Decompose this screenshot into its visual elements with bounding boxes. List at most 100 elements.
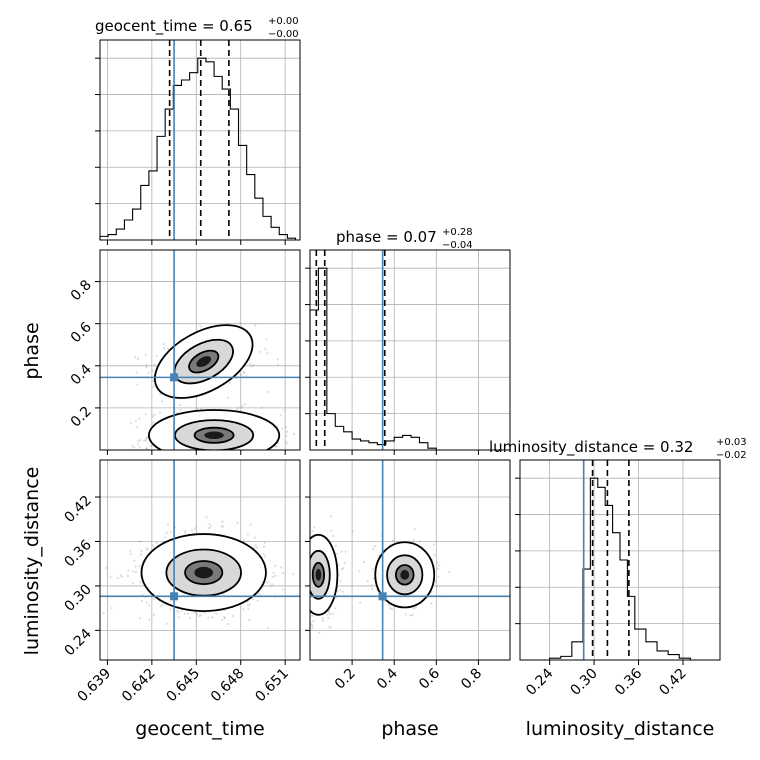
sample-point xyxy=(133,446,136,449)
sample-point xyxy=(221,520,224,523)
sample-point xyxy=(332,534,335,538)
sample-point xyxy=(307,519,309,521)
sample-point xyxy=(251,597,255,600)
histogram-luminosity_distance xyxy=(549,477,702,661)
sample-point xyxy=(438,564,441,567)
sample-point xyxy=(139,553,143,556)
sample-point xyxy=(183,612,186,615)
title-phase-prefix: phase = xyxy=(336,228,403,246)
hist-bin xyxy=(419,443,427,450)
x-tick-label: 0.4 xyxy=(374,665,401,692)
y-tick-label: 0.6 xyxy=(68,319,95,346)
sample-point xyxy=(247,540,250,543)
sample-point xyxy=(236,521,239,525)
sample-point xyxy=(236,455,238,457)
hist-bin xyxy=(620,560,627,660)
contour-outer xyxy=(148,409,281,450)
sample-point xyxy=(243,371,246,374)
sample-point xyxy=(225,452,227,454)
sample-point xyxy=(272,571,275,575)
sample-point xyxy=(243,403,246,406)
sample-point xyxy=(152,379,155,382)
hist-step-line xyxy=(99,57,297,240)
sample-point xyxy=(183,466,185,468)
hist-bin xyxy=(352,439,360,450)
sample-point xyxy=(139,617,142,620)
x-axis-label-phase: phase xyxy=(381,718,438,740)
sample-point xyxy=(199,325,202,328)
sample-point xyxy=(183,531,186,534)
hist-bin xyxy=(206,62,214,240)
sample-point xyxy=(363,560,366,564)
sample-point xyxy=(292,573,295,576)
sample-point xyxy=(215,612,218,615)
hist-bin xyxy=(668,655,679,660)
sample-point xyxy=(246,604,250,607)
sample-point xyxy=(242,370,245,373)
sample-point xyxy=(308,593,310,595)
sample-point xyxy=(219,452,221,454)
sample-point xyxy=(366,580,369,583)
sample-point xyxy=(166,523,170,526)
sample-point xyxy=(161,604,164,607)
sample-point xyxy=(307,535,309,537)
sample-point xyxy=(303,564,305,566)
sample-point xyxy=(177,616,180,619)
sample-point xyxy=(188,450,190,452)
sample-point xyxy=(139,581,142,584)
sample-point xyxy=(305,593,307,595)
sample-point xyxy=(277,363,280,366)
sample-point xyxy=(303,619,305,621)
scatter-body xyxy=(102,516,295,630)
sample-point xyxy=(254,544,257,547)
hist-bin xyxy=(361,441,369,450)
sample-point xyxy=(219,452,221,454)
title-luminosity-distance-plus: +0.03 xyxy=(716,437,747,448)
sample-point xyxy=(220,452,222,454)
x-tick-label: 0.642 xyxy=(119,666,159,706)
sample-point xyxy=(220,525,223,528)
x-tick-label: 0.639 xyxy=(75,666,115,706)
sample-point xyxy=(306,555,308,557)
sample-point xyxy=(275,445,278,448)
sample-point xyxy=(209,453,211,455)
title-luminosity-distance-minus: −0.02 xyxy=(716,450,747,461)
sample-point xyxy=(327,616,330,620)
sample-point xyxy=(312,619,315,623)
sample-point xyxy=(341,590,345,593)
sample-point xyxy=(138,417,141,420)
sample-point xyxy=(272,461,274,463)
sample-point xyxy=(276,358,279,361)
contour-middle xyxy=(386,554,424,596)
sample-point xyxy=(430,602,433,605)
sample-point xyxy=(190,462,192,464)
sample-point xyxy=(240,373,243,376)
sample-point xyxy=(301,557,303,559)
y-axis-label-phase: phase xyxy=(21,322,43,379)
sample-point xyxy=(287,564,289,566)
sample-point xyxy=(200,456,202,458)
sample-point xyxy=(306,577,308,579)
sample-point xyxy=(262,552,265,556)
sample-point xyxy=(304,571,306,573)
sample-point xyxy=(285,426,288,429)
sample-point xyxy=(344,550,347,553)
sample-point xyxy=(179,403,182,406)
sample-point xyxy=(305,590,307,592)
sample-point xyxy=(181,454,183,456)
sample-point xyxy=(302,581,304,583)
hist-bin xyxy=(403,435,411,450)
density-cluster-0 xyxy=(310,533,339,616)
sample-point xyxy=(147,371,150,374)
sample-point xyxy=(134,565,137,568)
hist-bin xyxy=(344,432,352,450)
sample-point xyxy=(279,414,282,417)
density-cluster-0 xyxy=(140,533,267,613)
sample-point xyxy=(136,357,139,360)
sample-point xyxy=(171,452,173,454)
y-tick-label: 0.2 xyxy=(68,403,95,430)
sample-point xyxy=(301,581,303,583)
sample-point xyxy=(334,544,337,548)
y-tick-label: 0.36 xyxy=(61,537,94,570)
sample-point xyxy=(152,421,155,424)
